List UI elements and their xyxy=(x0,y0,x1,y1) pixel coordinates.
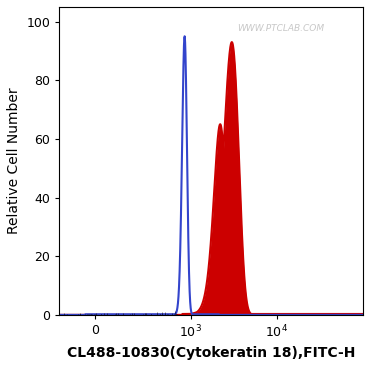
Text: WWW.PTCLAB.COM: WWW.PTCLAB.COM xyxy=(238,24,324,33)
X-axis label: CL488-10830(Cytokeratin 18),FITC-H: CL488-10830(Cytokeratin 18),FITC-H xyxy=(67,346,356,360)
Y-axis label: Relative Cell Number: Relative Cell Number xyxy=(7,88,21,234)
